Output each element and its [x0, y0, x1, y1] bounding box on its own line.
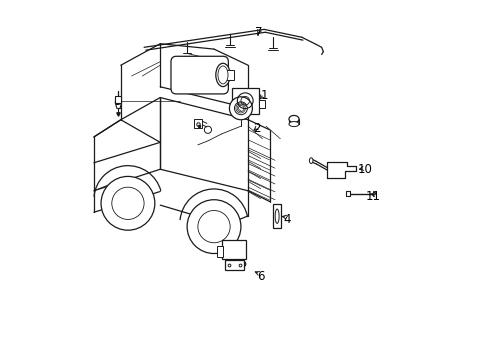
Text: 8: 8 [113, 95, 121, 108]
Ellipse shape [218, 66, 227, 84]
Bar [345, 191, 349, 196]
Ellipse shape [288, 116, 298, 123]
Bar [224, 260, 244, 270]
Bar [115, 96, 121, 103]
Bar [222, 240, 245, 259]
Circle shape [101, 176, 155, 230]
Text: 1: 1 [260, 89, 267, 102]
Bar [217, 246, 222, 257]
Text: 6: 6 [256, 270, 264, 283]
Ellipse shape [309, 158, 312, 163]
Text: 9: 9 [290, 116, 298, 129]
FancyBboxPatch shape [171, 56, 228, 94]
Text: 2: 2 [253, 122, 260, 135]
Bar [258, 100, 265, 108]
Bar [231, 88, 258, 114]
Text: 7: 7 [255, 27, 262, 40]
Ellipse shape [275, 209, 279, 224]
Bar [273, 204, 281, 228]
Circle shape [229, 97, 252, 120]
Text: 5: 5 [239, 257, 246, 270]
Circle shape [187, 200, 241, 253]
Ellipse shape [288, 122, 298, 127]
Text: 10: 10 [356, 163, 371, 176]
Text: 11: 11 [366, 190, 380, 203]
Ellipse shape [215, 63, 230, 87]
Text: 3: 3 [213, 66, 221, 79]
Text: 4: 4 [283, 213, 291, 226]
Bar [225, 69, 233, 80]
Bar [194, 119, 202, 128]
